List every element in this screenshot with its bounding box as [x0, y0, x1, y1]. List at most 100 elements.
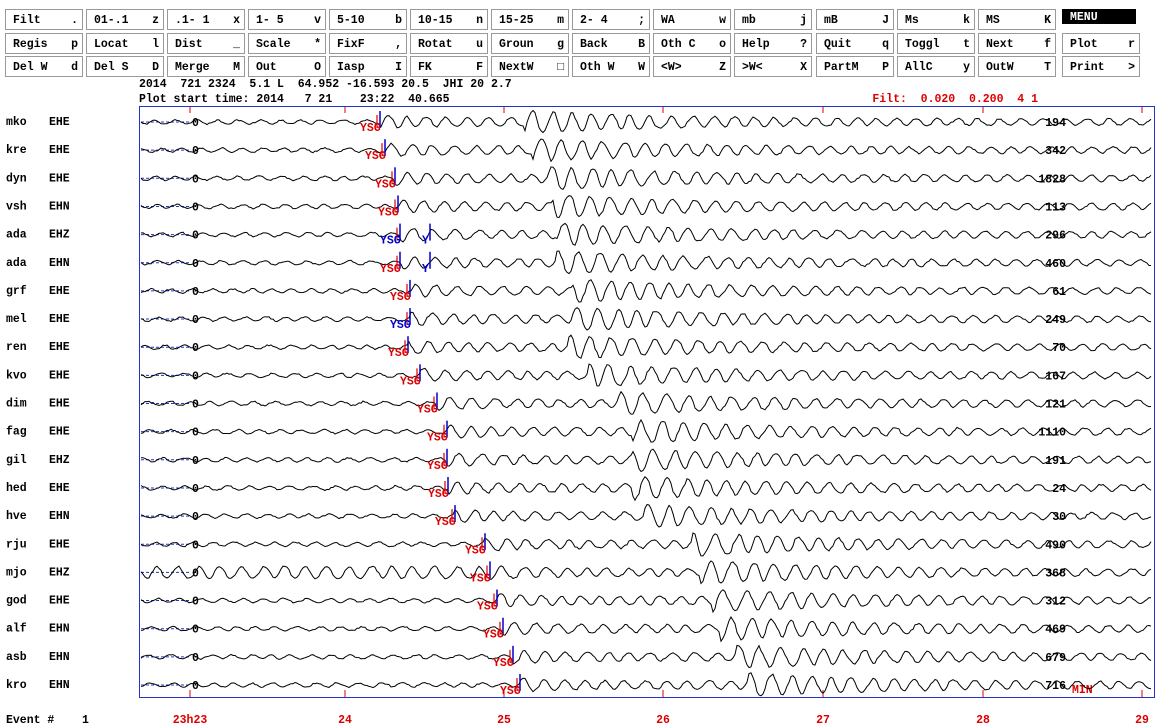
menu-button[interactable]	[897, 56, 975, 77]
menu-button[interactable]	[329, 56, 407, 77]
menu-button[interactable]	[572, 9, 650, 30]
button-label: Scale	[256, 38, 291, 51]
menu-button[interactable]	[491, 56, 569, 77]
max-amplitude: 121	[1045, 399, 1066, 412]
button-key: f	[1044, 38, 1051, 51]
button-key: m	[557, 14, 564, 27]
zero-label: 0	[192, 680, 199, 693]
waveform	[140, 222, 1152, 246]
time-label: 24	[338, 714, 352, 727]
menu-button[interactable]	[167, 9, 245, 30]
component: EHZ	[49, 454, 70, 467]
waveform	[141, 448, 1152, 473]
button-key: ;	[638, 14, 645, 27]
menu-button[interactable]	[248, 56, 326, 77]
menu-button[interactable]	[5, 56, 83, 77]
station-name: ada	[6, 257, 27, 270]
waveform	[140, 195, 1152, 219]
menu-button[interactable]	[86, 33, 164, 54]
button-label: <W>	[661, 61, 682, 74]
zero-label: 0	[192, 624, 199, 637]
menu-button[interactable]	[816, 9, 894, 30]
zero-label: 0	[192, 201, 199, 214]
waveform	[140, 138, 1152, 163]
station-name: kre	[6, 144, 27, 157]
zero-label: 0	[192, 567, 199, 580]
menu-button[interactable]	[491, 9, 569, 30]
menu-button[interactable]	[734, 9, 812, 30]
menu-button[interactable]	[167, 33, 245, 54]
menu-button[interactable]	[734, 33, 812, 54]
menu-button[interactable]	[653, 56, 731, 77]
button-key: r	[1128, 38, 1135, 51]
button-label: Del W	[13, 61, 48, 74]
menu-button[interactable]	[491, 33, 569, 54]
menu-button[interactable]	[897, 9, 975, 30]
zero-label: 0	[192, 511, 199, 524]
menu-button[interactable]	[572, 56, 650, 77]
button-key: □	[557, 61, 564, 74]
button-key: n	[476, 14, 483, 27]
menu-button[interactable]	[1062, 9, 1136, 24]
menu-button[interactable]	[5, 33, 83, 54]
menu-button[interactable]	[897, 33, 975, 54]
button-label: NextW	[499, 61, 534, 74]
station-name: mko	[6, 116, 27, 129]
button-key: K	[1044, 14, 1051, 27]
button-label: >W<	[742, 61, 763, 74]
menu-button[interactable]	[329, 9, 407, 30]
menu-button[interactable]	[5, 9, 83, 30]
button-label: WA	[661, 14, 675, 27]
button-label: Regis	[13, 38, 48, 51]
menu-button[interactable]	[410, 33, 488, 54]
button-label: mb	[742, 14, 756, 27]
time-label: 26	[656, 714, 670, 727]
menu-button[interactable]	[410, 56, 488, 77]
pick-label: YSG	[483, 629, 504, 642]
waveform	[140, 615, 1152, 643]
button-key: F	[476, 61, 483, 74]
menu-button[interactable]	[653, 33, 731, 54]
menu-button[interactable]	[1062, 56, 1140, 77]
button-key: B	[638, 38, 645, 51]
menu-button[interactable]	[86, 9, 164, 30]
menu-button[interactable]	[410, 9, 488, 30]
button-key: o	[719, 38, 726, 51]
button-key: d	[71, 61, 78, 74]
menu-button[interactable]	[816, 56, 894, 77]
menu-button[interactable]	[329, 33, 407, 54]
menu-button[interactable]	[86, 56, 164, 77]
max-amplitude: 460	[1045, 258, 1066, 271]
menu-button[interactable]	[978, 33, 1056, 54]
menu-button[interactable]	[816, 33, 894, 54]
menu-button[interactable]	[1062, 33, 1140, 54]
pick-label: YSG	[470, 572, 491, 585]
menu-button[interactable]	[572, 33, 650, 54]
button-label: Oth W	[580, 61, 615, 74]
button-key: l	[152, 38, 159, 51]
waveform	[140, 476, 1152, 502]
max-amplitude: 1828	[1038, 173, 1066, 186]
menu-button[interactable]	[248, 33, 326, 54]
menu-button[interactable]	[653, 9, 731, 30]
menu-button[interactable]	[248, 9, 326, 30]
button-key: O	[314, 61, 321, 74]
pick-label: YSG	[435, 516, 456, 529]
max-amplitude: 113	[1045, 201, 1066, 214]
button-key: P	[882, 61, 889, 74]
menu-button[interactable]	[167, 56, 245, 77]
button-label: Quit	[824, 38, 852, 51]
menu-button[interactable]	[978, 56, 1056, 77]
pick-label: YSG	[477, 601, 498, 614]
pick-label: Y	[422, 235, 429, 248]
zero-label: 0	[192, 596, 199, 609]
button-label: 2- 4	[580, 14, 608, 27]
waveform	[140, 644, 1152, 669]
menu-button[interactable]	[734, 56, 812, 77]
menu-button[interactable]	[978, 9, 1056, 30]
button-label: 5-10	[337, 14, 365, 27]
waveform	[140, 504, 1152, 528]
button-label: Back	[580, 38, 608, 51]
station-name: alf	[6, 623, 27, 636]
zero-label: 0	[192, 455, 199, 468]
